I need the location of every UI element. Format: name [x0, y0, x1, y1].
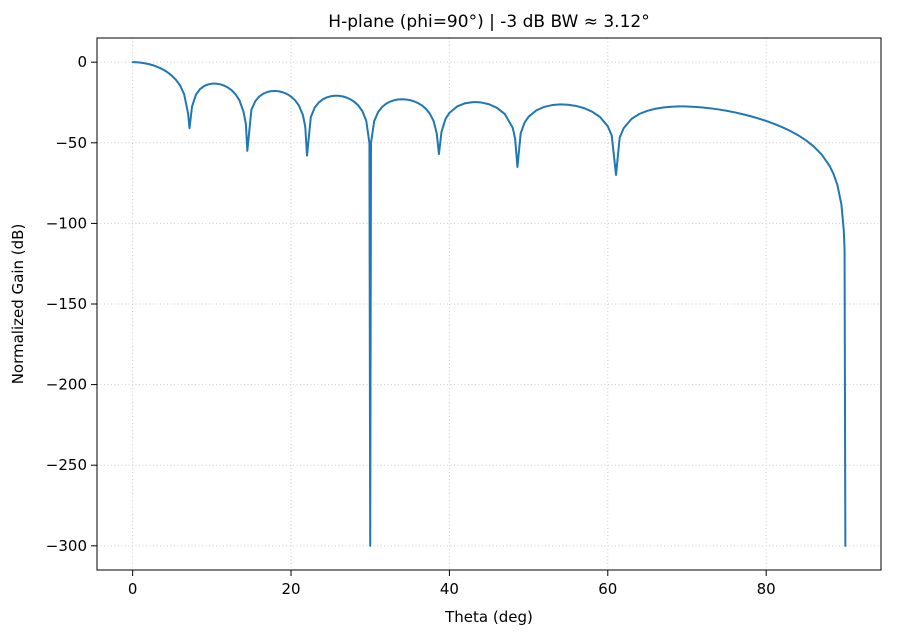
y-tick-label: 0: [77, 53, 87, 71]
y-tick-label: −50: [55, 134, 87, 152]
y-tick-label: −100: [46, 214, 87, 232]
tick-labels: 0 20 40 60 80 0 −50 −100 −150 −200 −250 −300: [46, 53, 776, 598]
y-tick-label: −250: [46, 456, 87, 474]
data-curves: [131, 61, 847, 547]
y-tick-label: −200: [46, 376, 87, 394]
x-tick-label: 40: [440, 580, 459, 598]
y-axis-label: Normalized Gain (dB): [9, 224, 27, 385]
x-tick-label: 60: [598, 580, 617, 598]
x-axis-label: Theta (deg): [444, 608, 533, 626]
chart-title: H-plane (phi=90°) | -3 dB BW ≈ 3.12°: [328, 12, 649, 32]
gridlines: [97, 38, 881, 570]
x-tick-label: 0: [128, 580, 138, 598]
tick-marks: [91, 61, 767, 576]
x-tick-label: 20: [281, 580, 300, 598]
y-tick-label: −150: [46, 295, 87, 313]
gain-curve: [131, 61, 847, 547]
x-tick-label: 80: [757, 580, 776, 598]
y-tick-label: −300: [46, 537, 87, 555]
